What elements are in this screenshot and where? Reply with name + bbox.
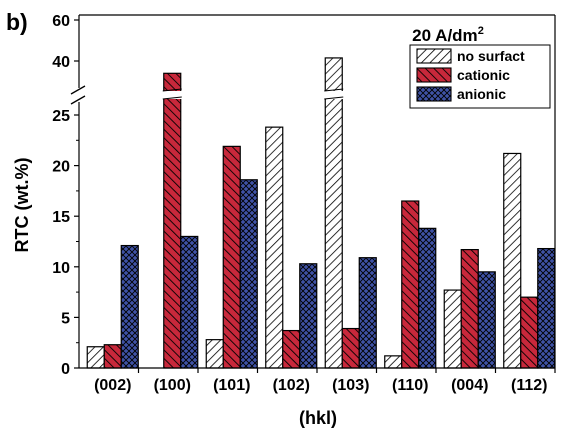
- current-density-annotation: 20 A/dm2: [412, 25, 484, 45]
- bar-anionic-7: [537, 247, 556, 369]
- y-tick-label: 60: [52, 13, 70, 30]
- ticks-group: (002) (100) (101) (102) (103) (110) (004) (112)…: [52, 13, 556, 394]
- bar-anionic-6: [477, 271, 496, 369]
- bar-anionic-3: [299, 263, 318, 369]
- bar-break-line: [162, 88, 182, 92]
- bar-cationic-1: [163, 72, 182, 369]
- legend-swatch-anionic: [416, 86, 452, 102]
- bar-anionic-4: [358, 257, 377, 369]
- y-tick-label: 40: [52, 54, 70, 71]
- bar-no-surfact-2: [205, 339, 224, 369]
- bar-anionic-5: [418, 227, 437, 369]
- bar-cationic-3: [282, 329, 301, 369]
- x-tick-label: (103): [332, 377, 369, 394]
- x-tick-label: (002): [94, 377, 131, 394]
- y-tick-label: 10: [52, 260, 70, 277]
- y-tick-label: 20: [52, 159, 70, 176]
- y-tick-label: 25: [52, 108, 70, 125]
- x-tick-label: (004): [451, 377, 488, 394]
- axis-break-mark: [70, 95, 86, 105]
- bar-break-line: [324, 88, 344, 92]
- x-axis-label: (hkl): [299, 408, 337, 428]
- bar-cationic-4: [341, 327, 360, 369]
- bar-no-surfact-3: [265, 126, 284, 369]
- y-tick-label: 0: [61, 361, 70, 378]
- bar-anionic-1: [180, 235, 199, 369]
- y-tick-label: 15: [52, 209, 70, 226]
- x-tick-label: (110): [392, 377, 428, 394]
- legend-swatch-cationic: [416, 67, 452, 83]
- bar-cationic-6: [460, 248, 479, 369]
- x-tick-label: (112): [511, 377, 547, 394]
- bar-anionic-2: [239, 179, 258, 369]
- bar-cationic-7: [520, 296, 539, 369]
- bar-no-surfact-6: [443, 289, 462, 369]
- x-tick-label: (100): [154, 377, 191, 394]
- legend-swatch-no-surfact: [416, 48, 452, 64]
- annotation-superscript: 2: [478, 25, 484, 37]
- legend-label-no-surfact: no surfact: [457, 48, 525, 64]
- y-axis-label: RTC (wt.%): [12, 158, 32, 253]
- x-tick-label: (102): [273, 377, 310, 394]
- legend-label-cationic: cationic: [457, 67, 510, 83]
- bars-group: [86, 57, 556, 369]
- bar-no-surfact-0: [86, 346, 105, 369]
- legend-label-anionic: anionic: [457, 86, 506, 102]
- bar-no-surfact-7: [503, 152, 522, 369]
- bar-break-gap: [162, 91, 182, 99]
- panel-label: b): [6, 9, 28, 35]
- axis-break-mark: [70, 85, 86, 95]
- x-tick-label: (101): [213, 377, 250, 394]
- bar-cationic-2: [222, 145, 241, 369]
- legend: no surfact cationic anionic: [409, 44, 551, 109]
- bar-no-surfact-5: [384, 355, 403, 369]
- bar-break-line: [324, 96, 344, 100]
- bar-break-line: [162, 96, 182, 100]
- bar-break-gap: [324, 91, 344, 99]
- y-tick-label: 5: [61, 310, 70, 327]
- bar-no-surfact-4: [324, 57, 343, 369]
- bar-cationic-0: [103, 344, 122, 369]
- bar-cationic-5: [401, 200, 420, 369]
- bar-anionic-0: [120, 244, 139, 369]
- annotation-text: 20 A/dm: [412, 26, 478, 45]
